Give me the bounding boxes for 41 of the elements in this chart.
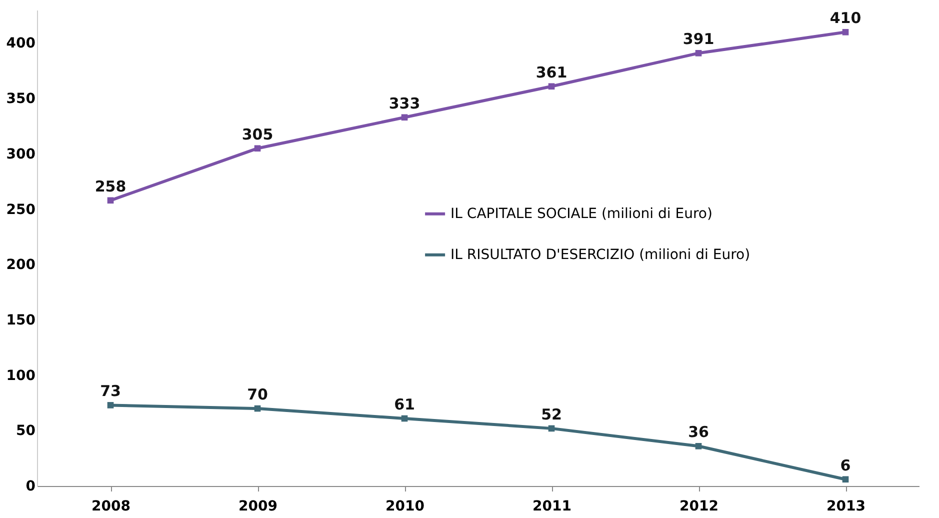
x-tick-label: 2008 <box>92 498 130 514</box>
point <box>548 425 555 432</box>
data-label: 61 <box>394 395 415 414</box>
point <box>695 442 702 450</box>
data-label: 52 <box>541 405 562 424</box>
y-tick-label: 350 <box>6 91 36 108</box>
y-tick-label: 150 <box>6 312 36 328</box>
legend-label: IL RISULTATO D'ESERCIZIO (milioni di Euro) <box>450 246 750 263</box>
point <box>401 114 408 121</box>
x-tick-label: 2010 <box>386 498 425 514</box>
data-label: 36 <box>688 423 709 442</box>
point <box>548 83 555 90</box>
data-label: 333 <box>388 94 420 112</box>
y-tick-label: 300 <box>6 146 36 162</box>
point <box>107 197 114 204</box>
data-label: 361 <box>536 63 568 82</box>
data-label: 391 <box>682 30 714 48</box>
y-tick-label: 0 <box>26 478 36 494</box>
x-tick-label: 2011 <box>532 498 572 514</box>
legend-label: IL CAPITALE SOCIALE (milioni di Euro) <box>450 206 712 222</box>
point <box>254 145 261 152</box>
point <box>254 405 261 412</box>
y-tick-label: 250 <box>6 202 36 218</box>
point <box>695 50 702 56</box>
y-tick-label: 200 <box>6 257 36 274</box>
data-label: 70 <box>247 386 268 404</box>
x-tick-label: 2012 <box>680 498 718 514</box>
x-tick-label: 2013 <box>826 498 866 514</box>
y-tick-label: 400 <box>6 36 36 52</box>
data-label: 258 <box>94 177 126 196</box>
data-label: 6 <box>840 456 851 474</box>
point <box>842 28 849 36</box>
x-tick-label: 2009 <box>238 498 278 514</box>
data-label: 305 <box>242 125 274 144</box>
data-label: 410 <box>830 9 862 28</box>
y-tick-label: 100 <box>6 368 36 384</box>
data-label: 73 <box>100 382 121 400</box>
y-tick-label: 50 <box>16 423 36 440</box>
point <box>401 415 408 422</box>
point <box>842 476 849 483</box>
point <box>107 402 114 408</box>
